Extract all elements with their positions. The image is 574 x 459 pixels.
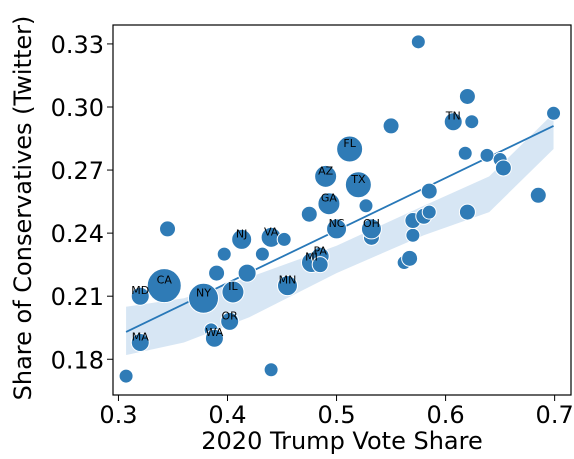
x-tick-label: 0.5 [317, 401, 355, 429]
data-point [358, 198, 374, 214]
data-point [118, 368, 134, 384]
point-label-tn: TN [445, 110, 461, 123]
point-label-ca: CA [157, 274, 173, 287]
data-point [208, 264, 226, 282]
data-point-fl [336, 135, 364, 163]
y-ticks: 0.18 0.21 0.24 0.27 0.30 0.33 [51, 31, 113, 374]
point-label-or: OR [222, 309, 239, 322]
y-tick-label: 0.27 [51, 157, 104, 185]
y-tick-label: 0.30 [51, 94, 104, 122]
point-label-ma: MA [132, 330, 149, 343]
point-label-nj: NJ [236, 227, 247, 240]
data-point-tn [443, 112, 463, 132]
data-point-wa [204, 328, 224, 348]
data-point [420, 182, 438, 200]
data-point [458, 87, 476, 105]
point-label-tx: TX [350, 173, 366, 186]
point-label-wa: WA [206, 326, 224, 339]
x-ticks: 0.3 0.4 0.5 0.6 0.7 [99, 395, 574, 429]
data-point [311, 256, 329, 274]
y-axis-label: Share of Conservatives (Twitter) [9, 16, 37, 401]
data-point [529, 186, 547, 204]
data-point-md [130, 286, 150, 306]
data-point-ny [188, 282, 220, 314]
data-point-ga [317, 192, 341, 216]
data-point-nj [231, 228, 253, 250]
data-point [237, 263, 257, 283]
x-tick-label: 0.3 [99, 401, 137, 429]
point-label-nc: NC [329, 217, 345, 230]
data-point-oh [360, 218, 382, 240]
data-point [401, 249, 419, 267]
data-point [546, 105, 562, 121]
data-point [300, 205, 318, 223]
data-point [457, 145, 473, 161]
data-point-az [314, 164, 338, 188]
data-point [410, 34, 426, 50]
data-point [479, 147, 495, 163]
point-label-ga: GA [321, 192, 338, 205]
point-label-mi: MI [305, 251, 318, 264]
plot-frame [112, 24, 572, 396]
data-point [405, 227, 421, 243]
data-point [159, 220, 177, 238]
data-point [464, 114, 480, 130]
y-tick-label: 0.24 [51, 220, 104, 248]
data-point-tx [344, 171, 372, 199]
data-point-il [221, 280, 245, 304]
y-tick-label: 0.21 [51, 283, 104, 311]
points-layer [118, 34, 562, 384]
data-point [494, 159, 512, 177]
point-label-md: MD [131, 284, 149, 297]
x-tick-label: 0.7 [536, 401, 574, 429]
y-tick-label: 0.18 [51, 346, 104, 374]
point-label-il: IL [228, 280, 238, 293]
point-label-pa: PA [313, 244, 327, 257]
data-point [421, 204, 437, 220]
x-tick-label: 0.4 [208, 401, 246, 429]
point-label-fl: FL [343, 137, 356, 150]
point-label-mn: MN [279, 274, 297, 287]
data-point-ma [130, 332, 150, 352]
data-point [263, 362, 279, 378]
point-label-az: AZ [318, 164, 334, 177]
x-tick-label: 0.6 [427, 401, 465, 429]
data-point [458, 203, 476, 221]
point-label-oh: OH [363, 217, 380, 230]
data-point-ca [146, 268, 182, 304]
data-point-nc [326, 218, 348, 240]
data-point [254, 246, 270, 262]
data-point [276, 231, 292, 247]
y-tick-label: 0.33 [51, 31, 104, 59]
data-point-mn [276, 275, 298, 297]
data-point-or [220, 311, 240, 331]
data-point [216, 246, 232, 262]
x-axis-label: 2020 Trump Vote Share [201, 427, 482, 455]
point-label-va: VA [264, 225, 279, 238]
point-label-ny: NY [196, 286, 211, 299]
data-point [382, 117, 400, 135]
